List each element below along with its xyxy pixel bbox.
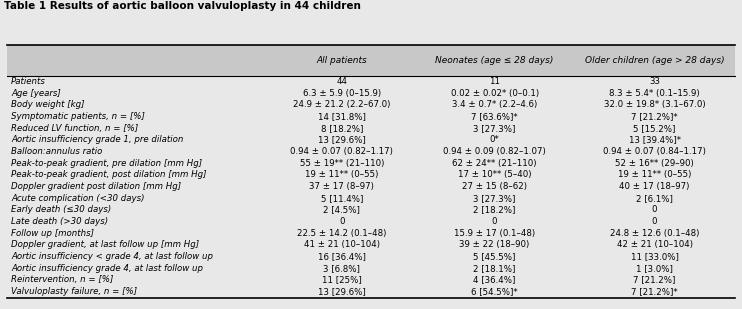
Text: 2 [6.1%]: 2 [6.1%] [636, 194, 673, 203]
Text: 8.3 ± 5.4* (0.1–15.9): 8.3 ± 5.4* (0.1–15.9) [609, 89, 700, 98]
Text: 19 ± 11** (0–55): 19 ± 11** (0–55) [305, 170, 378, 180]
Text: 33: 33 [649, 77, 660, 86]
Text: Older children (age > 28 days): Older children (age > 28 days) [585, 56, 724, 65]
Text: Peak-to-peak gradient, post dilation [mm Hg]: Peak-to-peak gradient, post dilation [mm… [11, 170, 206, 180]
Text: 40 ± 17 (18–97): 40 ± 17 (18–97) [620, 182, 690, 191]
Text: Follow up [months]: Follow up [months] [11, 229, 94, 238]
Text: 15.9 ± 17 (0.1–48): 15.9 ± 17 (0.1–48) [454, 229, 535, 238]
Text: 0.94 ± 0.07 (0.84–1.17): 0.94 ± 0.07 (0.84–1.17) [603, 147, 706, 156]
Text: 13 [29.6%]: 13 [29.6%] [318, 287, 366, 296]
Text: 14 [31.8%]: 14 [31.8%] [318, 112, 366, 121]
Text: 3 [6.8%]: 3 [6.8%] [324, 264, 361, 273]
Text: 13 [29.6%]: 13 [29.6%] [318, 135, 366, 144]
Text: 24.8 ± 12.6 (0.1–48): 24.8 ± 12.6 (0.1–48) [610, 229, 699, 238]
Text: 17 ± 10** (5–40): 17 ± 10** (5–40) [458, 170, 531, 180]
Text: 0.02 ± 0.02* (0–0.1): 0.02 ± 0.02* (0–0.1) [450, 89, 539, 98]
Text: 7 [21.2%]*: 7 [21.2%]* [631, 287, 678, 296]
Text: 3 [27.3%]: 3 [27.3%] [473, 124, 516, 133]
Text: 19 ± 11** (0–55): 19 ± 11** (0–55) [618, 170, 692, 180]
Text: 3 [27.3%]: 3 [27.3%] [473, 194, 516, 203]
Text: 0: 0 [339, 217, 345, 226]
Text: 37 ± 17 (8–97): 37 ± 17 (8–97) [309, 182, 375, 191]
Text: 41 ± 21 (10–104): 41 ± 21 (10–104) [304, 240, 380, 249]
Text: 5 [11.4%]: 5 [11.4%] [321, 194, 363, 203]
Text: 11 [33.0%]: 11 [33.0%] [631, 252, 678, 261]
Text: Aortic insufficiency < grade 4, at last follow up: Aortic insufficiency < grade 4, at last … [11, 252, 213, 261]
Text: Acute complication (<30 days): Acute complication (<30 days) [11, 194, 145, 203]
Text: 4 [36.4%]: 4 [36.4%] [473, 276, 516, 285]
Text: 39 ± 22 (18–90): 39 ± 22 (18–90) [459, 240, 530, 249]
Text: 0.94 ± 0.07 (0.82–1.17): 0.94 ± 0.07 (0.82–1.17) [290, 147, 393, 156]
Text: 0*: 0* [490, 135, 499, 144]
Text: All patients: All patients [317, 56, 367, 65]
Text: 0: 0 [651, 217, 657, 226]
Text: 0: 0 [492, 217, 497, 226]
Text: 5 [45.5%]: 5 [45.5%] [473, 252, 516, 261]
Text: 22.5 ± 14.2 (0.1–48): 22.5 ± 14.2 (0.1–48) [298, 229, 387, 238]
Text: Doppler gradient, at last follow up [mm Hg]: Doppler gradient, at last follow up [mm … [11, 240, 199, 249]
Text: 2 [18.1%]: 2 [18.1%] [473, 264, 516, 273]
Text: 8 [18.2%]: 8 [18.2%] [321, 124, 363, 133]
Text: Balloon:annulus ratio: Balloon:annulus ratio [11, 147, 102, 156]
Text: Reduced LV function, n = [%]: Reduced LV function, n = [%] [11, 124, 138, 133]
Text: 5 [15.2%]: 5 [15.2%] [634, 124, 676, 133]
Text: Neonates (age ≤ 28 days): Neonates (age ≤ 28 days) [436, 56, 554, 65]
Text: 27 ± 15 (8–62): 27 ± 15 (8–62) [462, 182, 527, 191]
Text: 24.9 ± 21.2 (2.2–67.0): 24.9 ± 21.2 (2.2–67.0) [293, 100, 390, 109]
Text: Table 1 Results of aortic balloon valvuloplasty in 44 children: Table 1 Results of aortic balloon valvul… [4, 1, 361, 11]
Text: Body weight [kg]: Body weight [kg] [11, 100, 85, 109]
Text: 3.4 ± 0.7* (2.2–4.6): 3.4 ± 0.7* (2.2–4.6) [452, 100, 537, 109]
Text: 16 [36.4%]: 16 [36.4%] [318, 252, 366, 261]
Text: 2 [18.2%]: 2 [18.2%] [473, 205, 516, 214]
Text: 7 [63.6%]*: 7 [63.6%]* [471, 112, 518, 121]
Text: 52 ± 16** (29–90): 52 ± 16** (29–90) [615, 159, 694, 168]
Text: 13 [39.4%]*: 13 [39.4%]* [628, 135, 680, 144]
Text: Peak-to-peak gradient, pre dilation [mm Hg]: Peak-to-peak gradient, pre dilation [mm … [11, 159, 202, 168]
Text: Doppler gradient post dilation [mm Hg]: Doppler gradient post dilation [mm Hg] [11, 182, 181, 191]
Bar [7, 45, 735, 76]
Text: Reintervention, n = [%]: Reintervention, n = [%] [11, 276, 114, 285]
Text: 6.3 ± 5.9 (0–15.9): 6.3 ± 5.9 (0–15.9) [303, 89, 381, 98]
Text: 7 [21.2%]*: 7 [21.2%]* [631, 112, 678, 121]
Text: 32.0 ± 19.8* (3.1–67.0): 32.0 ± 19.8* (3.1–67.0) [604, 100, 706, 109]
Text: Age [years]: Age [years] [11, 89, 61, 98]
Text: Aortic insufficiency grade 4, at last follow up: Aortic insufficiency grade 4, at last fo… [11, 264, 203, 273]
Text: 2 [4.5%]: 2 [4.5%] [324, 205, 361, 214]
Text: Symptomatic patients, n = [%]: Symptomatic patients, n = [%] [11, 112, 145, 121]
Text: 42 ± 21 (10–104): 42 ± 21 (10–104) [617, 240, 692, 249]
Text: 6 [54.5%]*: 6 [54.5%]* [471, 287, 518, 296]
Text: Aortic insufficiency grade 1, pre dilation: Aortic insufficiency grade 1, pre dilati… [11, 135, 183, 144]
Text: 11 [25%]: 11 [25%] [322, 276, 362, 285]
Text: 62 ± 24** (21–110): 62 ± 24** (21–110) [453, 159, 537, 168]
Text: 7 [21.2%]: 7 [21.2%] [634, 276, 676, 285]
Text: Valvuloplasty failure, n = [%]: Valvuloplasty failure, n = [%] [11, 287, 137, 296]
Text: Patients: Patients [11, 77, 46, 86]
Text: Early death (≤30 days): Early death (≤30 days) [11, 205, 111, 214]
Text: 55 ± 19** (21–110): 55 ± 19** (21–110) [300, 159, 384, 168]
Text: 44: 44 [336, 77, 347, 86]
Text: 0.94 ± 0.09 (0.82–1.07): 0.94 ± 0.09 (0.82–1.07) [443, 147, 546, 156]
Text: 11: 11 [489, 77, 500, 86]
Text: 0: 0 [651, 205, 657, 214]
Text: 1 [3.0%]: 1 [3.0%] [636, 264, 673, 273]
Text: Late death (>30 days): Late death (>30 days) [11, 217, 108, 226]
